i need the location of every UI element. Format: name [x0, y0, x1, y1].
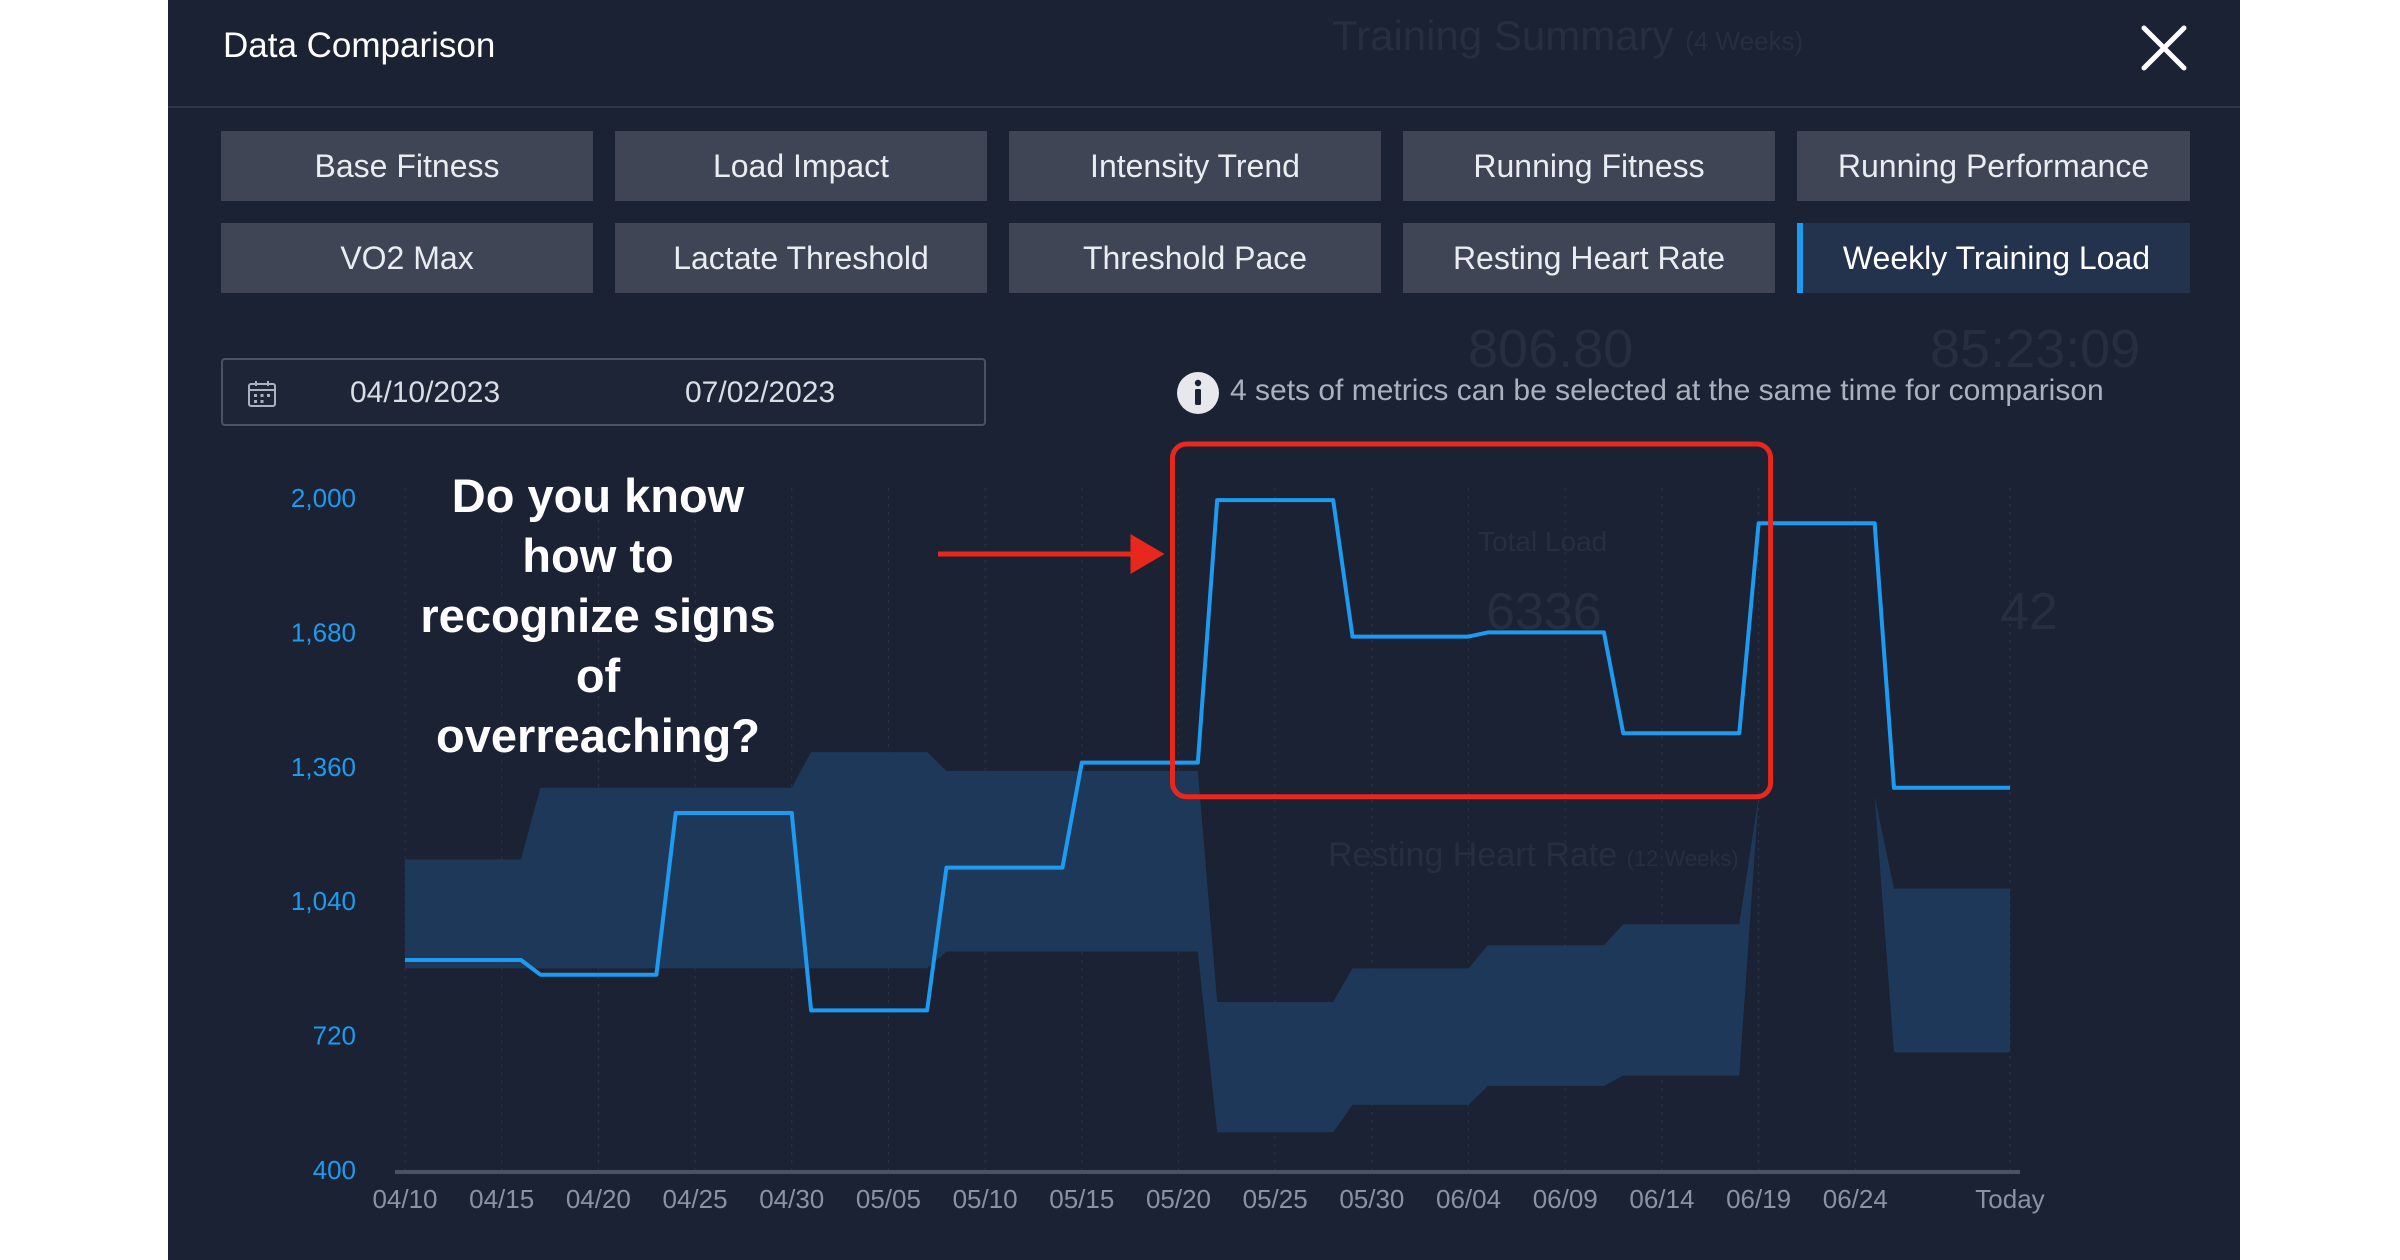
ghost-total-load-label: Total Load — [1478, 526, 1608, 557]
x-tick-label: 06/24 — [1823, 1184, 1888, 1214]
weekly-load-line — [405, 498, 2010, 1013]
end-date[interactable]: 07/02/2023 — [685, 376, 836, 409]
info-icon — [1176, 371, 1220, 415]
tab-base-fitness[interactable]: Base Fitness — [221, 131, 593, 201]
dialog-header: Data Comparison — [168, 0, 2240, 108]
ghost-rhr-title: Resting Heart Rate (12 Weeks) — [1328, 836, 1739, 874]
x-tick-label: 04/30 — [759, 1184, 824, 1214]
y-tick-label: 720 — [313, 1021, 356, 1051]
x-tick-label: 04/20 — [566, 1184, 631, 1214]
tab-running-performance[interactable]: Running Performance — [1797, 131, 2190, 201]
tab-load-impact[interactable]: Load Impact — [615, 131, 987, 201]
x-tick-label: Today — [1975, 1184, 2044, 1214]
ghost-value-2: 85:23:09 — [1930, 319, 2141, 379]
tab-threshold-pace[interactable]: Threshold Pace — [1009, 223, 1381, 293]
annotation-text: Do you know how to recognize signs of ov… — [420, 469, 776, 762]
ghost-value-1: 806.80 — [1468, 319, 1634, 379]
highlight-box — [1169, 441, 1774, 800]
x-tick-label: 05/10 — [953, 1184, 1018, 1214]
weekly-training-load-chart: 04/10 04/15 04/20 04/25 04/30 05/05 05/10 05/15… — [291, 441, 2045, 1214]
x-tick-label: 05/20 — [1146, 1184, 1211, 1214]
tab-weekly-training-load[interactable]: Weekly Training Load — [1797, 223, 2190, 293]
x-tick-label: 06/09 — [1533, 1184, 1598, 1214]
x-tick-label: 04/10 — [372, 1184, 437, 1214]
date-range-picker[interactable]: 04/10/2023 07/02/2023 — [221, 358, 986, 426]
tab-vo2-max[interactable]: VO2 Max — [221, 223, 593, 293]
tab-lactate-threshold[interactable]: Lactate Threshold — [615, 223, 987, 293]
tab-intensity-trend[interactable]: Intensity Trend — [1009, 131, 1381, 201]
y-tick-label: 2,000 — [291, 483, 356, 513]
close-icon[interactable] — [2134, 18, 2194, 78]
calendar-icon[interactable] — [247, 380, 277, 408]
info-text: 4 sets of metrics can be selected at the… — [1230, 374, 2104, 407]
data-comparison-dialog: Training Summary (4 Weeks) 806.80 85:23:… — [168, 0, 2240, 1260]
x-tick-label: 06/19 — [1726, 1184, 1791, 1214]
dialog-title: Data Comparison — [223, 26, 496, 65]
x-tick-label: 04/25 — [663, 1184, 728, 1214]
x-tick-label: 05/15 — [1049, 1184, 1114, 1214]
ghost-summary-title: Training Summary (4 Weeks) — [1332, 12, 1804, 59]
x-tick-label: 05/30 — [1339, 1184, 1404, 1214]
optimal-range-band — [405, 752, 2010, 1133]
x-tick-label: 06/14 — [1629, 1184, 1694, 1214]
x-tick-label: 05/05 — [856, 1184, 921, 1214]
start-date[interactable]: 04/10/2023 — [350, 376, 501, 409]
tab-resting-heart-rate[interactable]: Resting Heart Rate — [1403, 223, 1775, 293]
y-tick-label: 1,360 — [291, 752, 356, 782]
y-tick-label: 1,040 — [291, 886, 356, 916]
tab-running-fitness[interactable]: Running Fitness — [1403, 131, 1775, 201]
x-tick-label: 04/15 — [469, 1184, 534, 1214]
y-tick-label: 400 — [313, 1155, 356, 1185]
arrow-head — [1130, 534, 1165, 574]
x-tick-label: 05/25 — [1243, 1184, 1308, 1214]
x-tick-label: 06/04 — [1436, 1184, 1501, 1214]
y-tick-label: 1,680 — [291, 617, 356, 647]
